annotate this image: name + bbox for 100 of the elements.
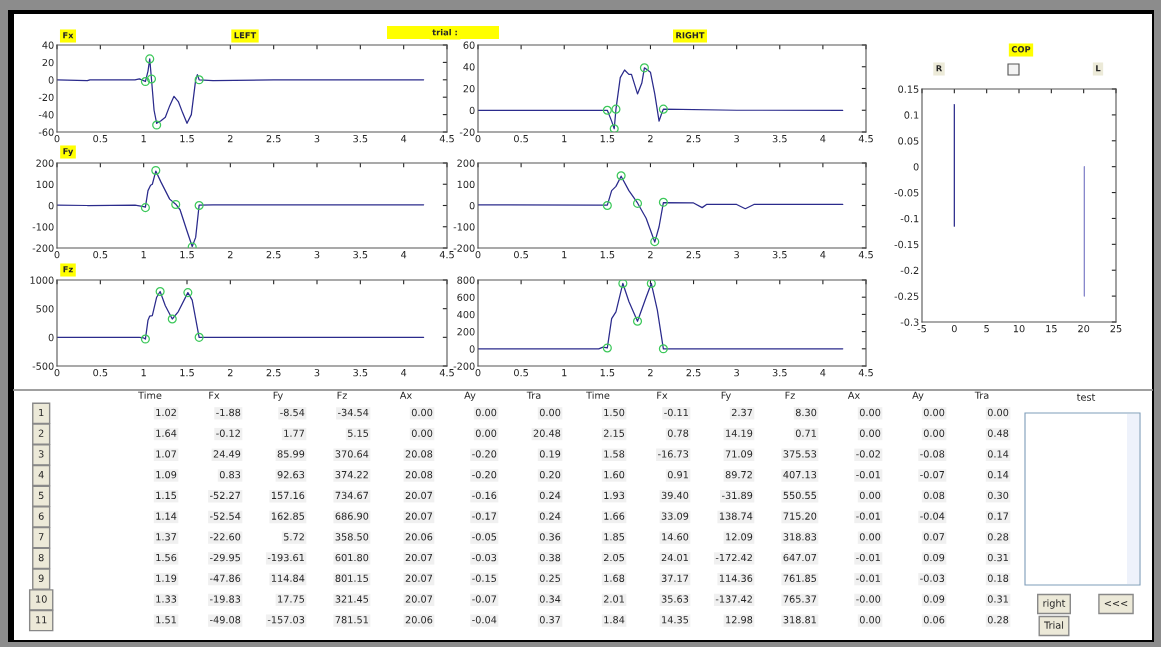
x-tick-label: 3 (734, 368, 739, 377)
text: -0.01 (856, 574, 880, 582)
text: 71.09 (725, 450, 753, 458)
text: 1.93 (604, 491, 625, 500)
text: 0.37 (539, 616, 561, 624)
chart-title: Fy (63, 148, 74, 157)
x-tick-label: 1.5 (600, 135, 615, 143)
text: 1.51 (156, 616, 176, 624)
text: 1.50 (604, 408, 625, 417)
y-tick-label: -200 (453, 362, 475, 370)
category-label: Fy (273, 391, 283, 401)
y-tick-label: 0 (48, 201, 54, 210)
text: 0.00 (923, 408, 945, 417)
text: 0.08 (923, 491, 945, 500)
x-tick-label: 2.5 (266, 134, 281, 143)
x-tick-label: 1.5 (180, 369, 194, 377)
x-tick-label: 1.5 (600, 251, 615, 259)
x-tick-label: 4 (820, 251, 826, 259)
text: -52.27 (210, 491, 241, 500)
text: 601.80 (335, 553, 369, 562)
chart-title: Fz (63, 266, 73, 273)
text: 0.48 (987, 429, 1009, 437)
chart-title: Fx (63, 32, 74, 39)
text: 0.07 (923, 533, 945, 541)
text: -137.42 (715, 595, 752, 603)
text: 2.37 (731, 408, 753, 417)
y-tick-label: -100 (453, 223, 475, 231)
y-tick-label: -200 (32, 244, 54, 252)
y-tick-label: -60 (38, 128, 54, 136)
y-tick-label: 0 (469, 201, 475, 210)
text: 0.91 (667, 470, 688, 479)
text: 138.74 (719, 512, 753, 520)
text: -22.60 (210, 533, 241, 541)
x-tick-label: 4.5 (858, 251, 873, 259)
text: 358.50 (335, 533, 369, 541)
x-tick-label: 4.5 (858, 135, 873, 143)
text: 0.17 (987, 512, 1009, 520)
text: 1.58 (604, 450, 625, 458)
text: -0.03 (920, 574, 945, 582)
text: 0.24 (539, 512, 561, 520)
text: 20.08 (405, 450, 433, 458)
x-tick-label: 0.5 (93, 250, 108, 259)
x-tick-label: 3.5 (772, 134, 787, 143)
x-tick-label: 20 (1078, 324, 1090, 333)
x-tick-label: 1 (562, 135, 567, 143)
y-tick-label: 0.15 (898, 85, 919, 93)
text: -0.01 (856, 512, 880, 520)
text: 2.15 (603, 429, 625, 437)
text: 0.14 (987, 450, 1009, 458)
x-tick-label: 2.5 (266, 250, 281, 259)
category-label: Fz (337, 391, 347, 399)
text: 114.84 (271, 574, 305, 582)
text: 1.02 (156, 408, 176, 417)
y-tick-label: 200 (36, 159, 54, 167)
text: -0.20 (472, 450, 497, 458)
text: 0.14 (987, 470, 1009, 479)
text: 14.60 (662, 533, 689, 541)
x-tick-label: 2 (648, 368, 653, 377)
text: <<< (1104, 601, 1128, 607)
text: 14.19 (726, 429, 753, 437)
y-tick-label: -0.15 (894, 240, 919, 249)
text: 0.38 (539, 553, 561, 562)
category-label: Fx (209, 391, 220, 399)
x-tick-label: 2 (227, 368, 233, 377)
category-label: 4 (38, 471, 44, 479)
text: 1.66 (604, 512, 625, 520)
text: 17.75 (278, 595, 305, 603)
x-tick-label: 2 (648, 134, 653, 143)
x-tick-label: 2 (227, 250, 233, 259)
text: 686.90 (335, 512, 369, 520)
text: -157.03 (267, 616, 305, 624)
text: 375.53 (783, 450, 817, 458)
text: 20.07 (405, 595, 433, 603)
text: -31.89 (722, 491, 753, 500)
x-tick-label: 3 (314, 250, 320, 259)
text: 781.51 (335, 616, 368, 624)
x-tick-label: 25 (1110, 324, 1122, 333)
text: 374.22 (335, 470, 368, 479)
text: 2.01 (603, 595, 624, 603)
category-label: Fz (785, 391, 795, 399)
category-label: Tra (974, 391, 989, 400)
text: -0.11 (664, 408, 688, 417)
text: 20.06 (405, 616, 433, 624)
y-tick-label: -20 (38, 93, 54, 102)
x-tick-label: 4 (820, 369, 826, 377)
y-tick-label: 40 (463, 63, 475, 71)
category-label: Fx (657, 391, 668, 399)
y-tick-label: 200 (457, 159, 475, 167)
text: 20.07 (405, 512, 433, 520)
text: 1.09 (156, 470, 177, 479)
x-tick-label: 2.5 (266, 368, 281, 377)
y-tick-label: 200 (457, 328, 475, 336)
y-tick-label: 0.05 (898, 137, 919, 145)
y-tick-label: 40 (42, 41, 54, 49)
text: -0.04 (920, 512, 945, 520)
x-tick-label: 0 (475, 250, 481, 259)
text: 1.19 (156, 574, 177, 582)
category-label: Ax (847, 391, 860, 399)
text: L (1096, 65, 1101, 72)
text: 20.48 (533, 429, 561, 437)
